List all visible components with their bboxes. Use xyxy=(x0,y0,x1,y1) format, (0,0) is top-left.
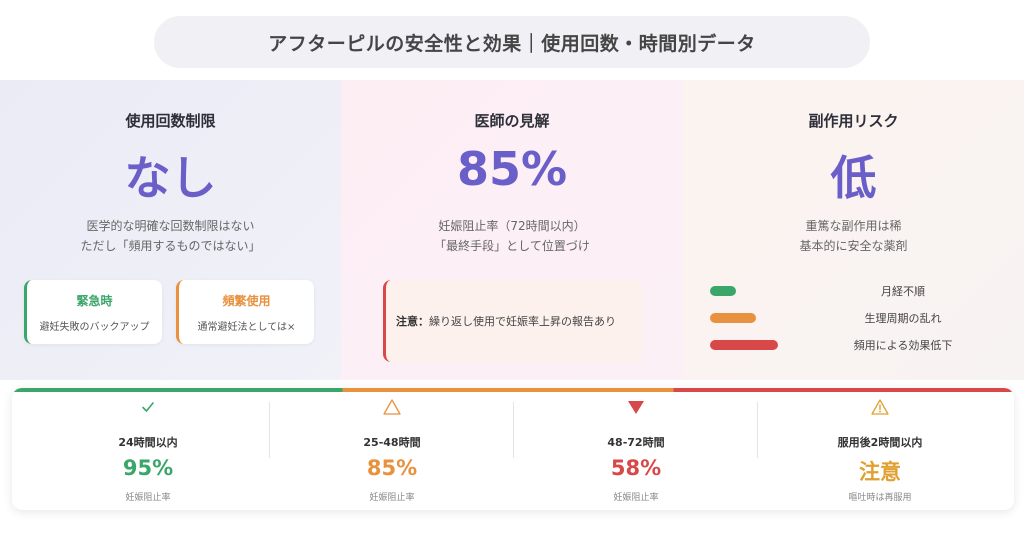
usage-limit-panel: 使用回数制限 なし 医学的な明確な回数制限はない ただし「頻用するものではない」… xyxy=(0,80,341,380)
risk-item: 生理周期の乱れ xyxy=(683,310,1024,326)
stat-label: 服用後2時間以内 xyxy=(837,436,923,449)
risk-item: 頻用による効果低下 xyxy=(683,337,1024,353)
caution-note: 注意： 繰り返し使用で妊娠率上昇の報告あり xyxy=(383,280,643,362)
risk-label: 月経不順 xyxy=(881,285,925,298)
side-effect-description: 重篤な副作用は稀 基本的に安全な薬剤 xyxy=(683,216,1024,256)
frequent-use-card-title: 頻繁使用 xyxy=(222,294,271,308)
risk-item: 月経不順 xyxy=(683,283,1024,299)
risk-label: 頻用による効果低下 xyxy=(853,339,953,352)
doctor-view-value: 85% xyxy=(456,142,568,196)
info-panels: 使用回数制限 なし 医学的な明確な回数制限はない ただし「頻用するものではない」… xyxy=(0,80,1024,380)
efficacy-stats-card: 24時間以内 95% 妊娠阻止率 25-48時間 85% 妊娠阻止率 48-72… xyxy=(12,388,1014,510)
risk-bar xyxy=(710,286,736,296)
usage-limit-desc-line1: 医学的な明確な回数制限はない xyxy=(86,219,255,233)
side-effect-desc-line1: 重篤な副作用は稀 xyxy=(805,219,902,233)
usage-limit-desc-line2: ただし「頻用するものではない」 xyxy=(80,239,261,253)
divider xyxy=(757,402,758,458)
usage-limit-description: 医学的な明確な回数制限はない ただし「頻用するものではない」 xyxy=(0,216,341,256)
doctor-view-description: 妊娠阻止率（72時間以内） 「最終手段」として位置づけ xyxy=(341,216,683,256)
stat-24h: 24時間以内 95% 妊娠阻止率 xyxy=(26,388,270,510)
caution-note-text: 繰り返し使用で妊娠率上昇の報告あり xyxy=(429,315,616,328)
usage-limit-heading: 使用回数制限 xyxy=(125,112,216,130)
stat-value: 注意 xyxy=(859,460,901,484)
emergency-card: 緊急時 避妊失敗のバックアップ xyxy=(24,280,162,344)
triangle-outline-icon xyxy=(270,396,514,418)
check-icon xyxy=(26,396,270,418)
stat-25-48h: 25-48時間 85% 妊娠阻止率 xyxy=(270,388,514,510)
risk-label: 生理周期の乱れ xyxy=(864,312,942,325)
side-effect-desc-line2: 基本的に安全な薬剤 xyxy=(799,239,908,253)
side-effect-panel: 副作用リスク 低 重篤な副作用は稀 基本的に安全な薬剤 月経不順 生理周期の乱れ… xyxy=(683,80,1024,380)
stat-value: 95% xyxy=(122,456,174,480)
triangle-down-icon xyxy=(514,396,758,418)
caution-note-label: 注意： xyxy=(396,315,429,328)
warning-icon xyxy=(758,396,1002,418)
emergency-card-text: 避妊失敗のバックアップ xyxy=(39,322,150,333)
usage-limit-value: なし xyxy=(124,151,217,205)
stat-label: 48-72時間 xyxy=(607,436,665,449)
doctor-view-desc-line1: 妊娠阻止率（72時間以内） xyxy=(438,219,586,233)
stat-sub: 嘔吐時は再服用 xyxy=(848,493,912,503)
emergency-card-title: 緊急時 xyxy=(76,294,113,308)
page-title: アフターピルの安全性と効果｜使用回数・時間別データ xyxy=(154,16,870,68)
side-effect-heading: 副作用リスク xyxy=(808,112,899,130)
doctor-view-heading: 医師の見解 xyxy=(474,112,550,130)
doctor-view-desc-line2: 「最終手段」として位置づけ xyxy=(434,239,590,253)
color-stripe xyxy=(12,388,1014,392)
stat-sub: 妊娠阻止率 xyxy=(613,493,659,503)
divider xyxy=(269,402,270,458)
side-effect-value: 低 xyxy=(830,151,877,205)
stat-label: 25-48時間 xyxy=(363,436,421,449)
stat-48-72h: 48-72時間 58% 妊娠阻止率 xyxy=(514,388,758,510)
stat-sub: 妊娠阻止率 xyxy=(369,493,415,503)
doctor-view-panel: 医師の見解 85% 妊娠阻止率（72時間以内） 「最終手段」として位置づけ 注意… xyxy=(341,80,683,380)
stat-label: 24時間以内 xyxy=(118,436,178,449)
risk-bar xyxy=(710,340,778,350)
stat-vomiting: 服用後2時間以内 注意 嘔吐時は再服用 xyxy=(758,388,1002,510)
frequent-use-card: 頻繁使用 通常避妊法としては× xyxy=(176,280,314,344)
stat-value: 58% xyxy=(610,456,662,480)
risk-bar xyxy=(710,313,756,323)
frequent-use-card-text: 通常避妊法としては× xyxy=(197,322,296,333)
divider xyxy=(513,402,514,458)
stat-sub: 妊娠阻止率 xyxy=(125,493,171,503)
stat-value: 85% xyxy=(366,456,418,480)
